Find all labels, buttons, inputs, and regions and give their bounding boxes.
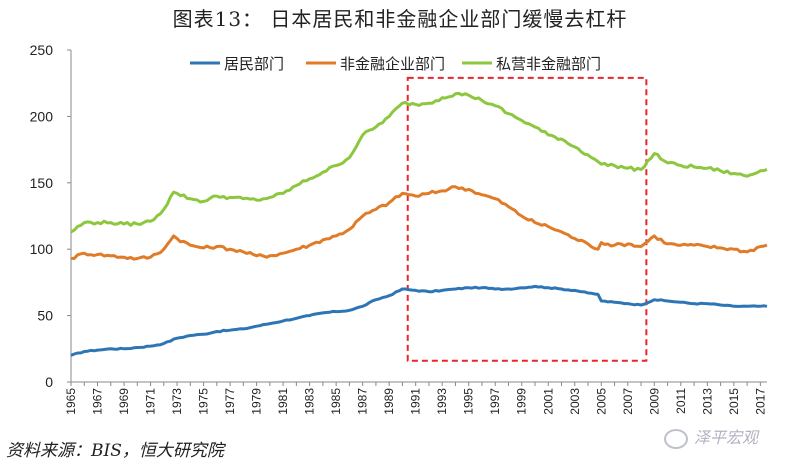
x-tick-label: 2015 (727, 388, 741, 415)
x-tick-label: 1965 (64, 388, 78, 415)
x-tick-label: 1999 (515, 388, 529, 415)
wechat-icon (664, 428, 688, 449)
y-tick-label: 200 (30, 108, 54, 124)
x-tick-label: 1971 (144, 388, 158, 415)
x-tick-label: 2007 (621, 388, 635, 415)
x-tick-label: 1985 (329, 388, 343, 415)
x-tick-label: 1991 (409, 388, 423, 415)
x-tick-label: 1979 (250, 388, 264, 415)
x-tick-label: 2009 (647, 388, 661, 415)
x-tick-label: 1997 (488, 388, 502, 415)
series-line-3 (70, 91, 768, 234)
x-tick-label: 1977 (223, 388, 237, 415)
source-note: 资料来源：BIS，恒大研究院 (6, 441, 224, 461)
x-tick-label: 2017 (753, 388, 767, 415)
highlight-box (406, 76, 648, 362)
x-tick-label: 1987 (356, 388, 370, 415)
x-tick-label: 2003 (568, 388, 582, 415)
watermark-text: 泽平宏观 (694, 428, 759, 447)
x-tick-label: 1973 (170, 388, 184, 415)
x-tick-label: 1967 (91, 388, 105, 415)
y-tick-label: 150 (30, 175, 54, 191)
series-line-1 (70, 284, 768, 357)
chart-title: 图表13： 日本居民和非金融企业部门缓慢去杠杆 (172, 7, 628, 31)
legend-label-2: 非金融企业部门 (340, 55, 445, 73)
x-tick-label: 2001 (541, 388, 555, 415)
x-tick-label: 1995 (462, 388, 476, 415)
x-tick-label: 1993 (435, 388, 449, 415)
y-tick-label: 100 (30, 241, 54, 257)
x-tick-label: 1981 (276, 388, 290, 415)
y-tick-label: 250 (30, 42, 54, 58)
legend-label-1: 居民部门 (224, 55, 284, 73)
x-tick-label: 2005 (594, 388, 608, 415)
x-tick-label: 1983 (303, 388, 317, 415)
legend: 居民部门 非金融企业部门 私营非金融部门 (190, 55, 601, 73)
series-line-2 (70, 185, 768, 261)
x-tick-label: 1975 (197, 388, 211, 415)
x-tick-label: 1969 (117, 388, 131, 415)
x-tick-label: 2013 (700, 388, 714, 415)
y-tick-label: 0 (45, 374, 53, 390)
legend-label-3: 私营非金融部门 (496, 55, 601, 73)
series-lines (70, 91, 768, 357)
watermark: 泽平宏观 (664, 424, 758, 449)
axes: 0 50 100 150 200 250 1965 1967 1969 1971 1973 1975 1… (30, 42, 768, 415)
y-tick-label: 50 (37, 308, 53, 324)
x-tick-label: 1989 (382, 388, 396, 415)
x-tick-label: 2011 (674, 388, 688, 414)
red-dashed-highlight-box (406, 76, 648, 362)
